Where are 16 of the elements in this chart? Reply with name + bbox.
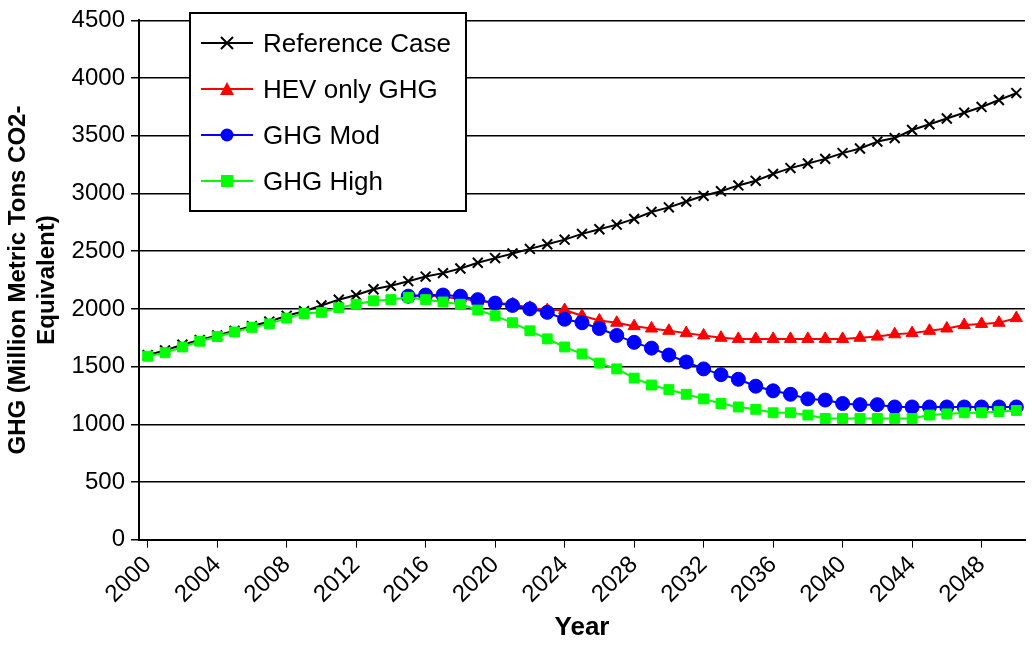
x-axis-title: Year [554, 610, 610, 641]
legend-label: GHG High [262, 165, 383, 197]
y-tick-label: 2000 [71, 293, 125, 321]
y-tick-label: 4000 [71, 62, 125, 90]
y-axis-title: GHG (Million Metric Tons CO2-Equivalent) [3, 105, 59, 455]
y-tick-label: 0 [111, 524, 125, 552]
y-tick-label: 500 [84, 466, 125, 494]
y-tick-label: 4500 [71, 5, 125, 33]
y-tick-label: 3000 [71, 178, 125, 206]
y-tick-label: 3500 [71, 120, 125, 148]
legend-label: Reference Case [262, 27, 451, 59]
legend-label: HEV only GHG [262, 73, 438, 105]
y-tick-label: 1000 [71, 408, 125, 436]
legend-label: GHG Mod [262, 119, 381, 151]
y-tick-label: 1500 [71, 351, 125, 379]
y-tick-label: 2500 [71, 235, 125, 263]
